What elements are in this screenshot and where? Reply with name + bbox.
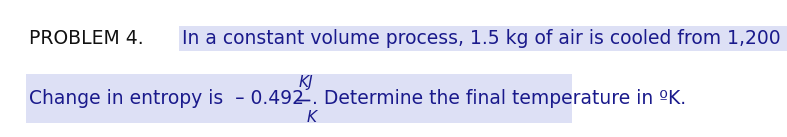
Text: Change in entropy is  – 0.492: Change in entropy is – 0.492: [29, 89, 310, 108]
Text: PROBLEM 4.: PROBLEM 4.: [29, 29, 144, 48]
Bar: [26, 74, 588, 123]
Text: In a constant volume process, 1.5 kg of air is cooled from 1,200 ºK.: In a constant volume process, 1.5 kg of …: [182, 29, 787, 48]
Text: . Determine the final temperature in ºK.: . Determine the final temperature in ºK.: [312, 89, 685, 108]
Text: K: K: [307, 110, 316, 125]
Text: KJ: KJ: [298, 75, 312, 90]
